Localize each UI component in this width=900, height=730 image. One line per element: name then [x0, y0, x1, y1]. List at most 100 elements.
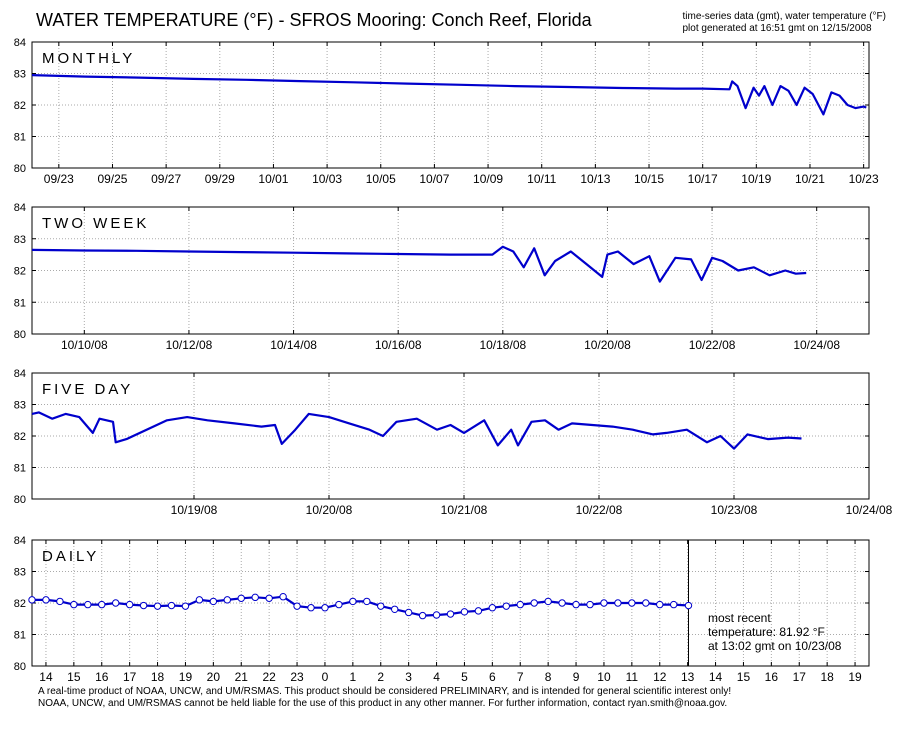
series-line	[31, 411, 802, 450]
data-point	[321, 604, 329, 612]
x-tick-label: 0	[322, 670, 329, 684]
data-point	[377, 602, 385, 610]
x-tick-label: 10/24/08	[793, 338, 840, 352]
five-day-panel: 80 81 82 83 84 10/19/08 10/20/08 10/21/08 10/22/…	[14, 368, 893, 517]
x-tick-label: 6	[489, 670, 496, 684]
x-tick-label: 4	[433, 670, 440, 684]
x-tick-label: 18	[151, 670, 165, 684]
data-point	[670, 600, 678, 609]
x-tick-label: 10/07	[419, 172, 449, 186]
two-week-panel: 80 81 82 83 84 10/10/08 10/12/08 10/14/08 10/16/…	[14, 202, 870, 352]
data-point	[56, 597, 64, 606]
monthly-panel: 80 81 82 83 84 09/23 09/25 09/27 09/29 10/01 10/03…	[14, 37, 879, 186]
data-point	[265, 594, 273, 602]
x-tick-label: 10/09	[473, 172, 503, 186]
x-tick-label: 5	[461, 670, 468, 684]
disclaimer-line-2: NOAA, UNCW, and UM/RSMAS cannot be held …	[38, 698, 728, 709]
data-point	[28, 596, 36, 604]
x-tick-label: 10/22/08	[576, 503, 623, 517]
data-point	[98, 600, 106, 609]
series-line	[31, 74, 867, 116]
y-tick-label: 83	[14, 69, 26, 81]
data-point	[502, 602, 510, 610]
x-tick-label: 10/16/08	[375, 338, 422, 352]
y-tick-label: 82	[14, 266, 26, 278]
x-tick-label: 10/11	[527, 172, 556, 186]
y-tick-label: 80	[14, 661, 26, 673]
y-tick-label: 82	[14, 598, 26, 610]
x-tick-label: 16	[765, 670, 779, 684]
data-point	[181, 602, 190, 610]
x-tick-label: 18	[820, 670, 834, 684]
x-tick-label: 09/23	[44, 172, 74, 186]
meta-line-2: plot generated at 16:51 gmt on 12/15/200…	[682, 23, 872, 34]
most-recent-reading: most recent temperature: 81.92 °F at 13:…	[708, 611, 841, 653]
x-tick-label: 11	[626, 670, 639, 684]
x-tick-label: 22	[262, 670, 276, 684]
data-point	[125, 600, 134, 609]
data-point	[251, 593, 259, 602]
data-point	[209, 597, 218, 606]
x-tick-label: 09/25	[97, 172, 127, 186]
data-point	[293, 602, 301, 610]
y-tick-label: 81	[14, 463, 26, 475]
y-tick-label: 81	[14, 132, 26, 144]
data-point	[628, 599, 636, 607]
x-tick-label: 8	[545, 670, 552, 684]
x-tick-label: 20	[207, 670, 221, 684]
chart-title: WATER TEMPERATURE (°F) - SFROS Mooring: …	[36, 10, 592, 30]
series-line	[31, 245, 807, 283]
panel-label: DAILY	[42, 548, 99, 565]
data-point	[586, 600, 594, 609]
x-tick-label: 19	[179, 670, 193, 684]
data-point	[223, 596, 232, 604]
data-point	[279, 593, 287, 601]
x-tick-label: 7	[517, 670, 524, 684]
data-point	[349, 597, 357, 606]
y-tick-label: 83	[14, 567, 26, 579]
y-tick-label: 84	[14, 37, 26, 49]
x-tick-label: 10	[597, 670, 611, 684]
data-point	[530, 599, 538, 607]
x-tick-label: 15	[67, 670, 81, 684]
y-tick-label: 82	[14, 431, 26, 443]
data-point	[488, 604, 497, 612]
x-tick-label: 23	[290, 670, 304, 684]
data-point	[42, 596, 50, 604]
x-tick-label: 10/03	[312, 172, 342, 186]
data-point	[642, 599, 650, 607]
data-point	[335, 600, 343, 609]
data-point	[544, 597, 552, 606]
x-tick-label: 10/17	[688, 172, 718, 186]
y-tick-label: 84	[14, 202, 26, 214]
x-tick-label: 09/27	[151, 172, 181, 186]
x-tick-label: 2	[377, 670, 384, 684]
data-point	[70, 600, 78, 609]
panel-label: MONTHLY	[42, 50, 135, 67]
x-tick-label: 10/23	[849, 172, 879, 186]
panel-label: FIVE DAY	[42, 381, 133, 398]
data-point	[474, 607, 483, 615]
data-point	[139, 601, 148, 610]
x-tick-label: 10/21	[795, 172, 825, 186]
data-point	[112, 599, 120, 607]
y-tick-label: 81	[14, 297, 26, 309]
x-tick-label: 10/05	[366, 172, 396, 186]
data-point	[446, 610, 455, 618]
x-tick-label: 12	[653, 670, 667, 684]
y-tick-label: 80	[14, 329, 26, 341]
x-tick-label: 21	[235, 670, 249, 684]
y-tick-label: 83	[14, 234, 26, 246]
x-tick-label: 09/29	[205, 172, 235, 186]
panel-label: TWO WEEK	[42, 215, 149, 232]
x-tick-label: 1	[350, 670, 357, 684]
y-tick-label: 80	[14, 163, 26, 175]
x-tick-label: 19	[848, 670, 862, 684]
x-tick-label: 10/22/08	[689, 338, 736, 352]
x-tick-label: 10/19/08	[171, 503, 218, 517]
data-point	[167, 601, 176, 610]
y-tick-label: 81	[14, 630, 26, 642]
data-point	[516, 600, 524, 609]
